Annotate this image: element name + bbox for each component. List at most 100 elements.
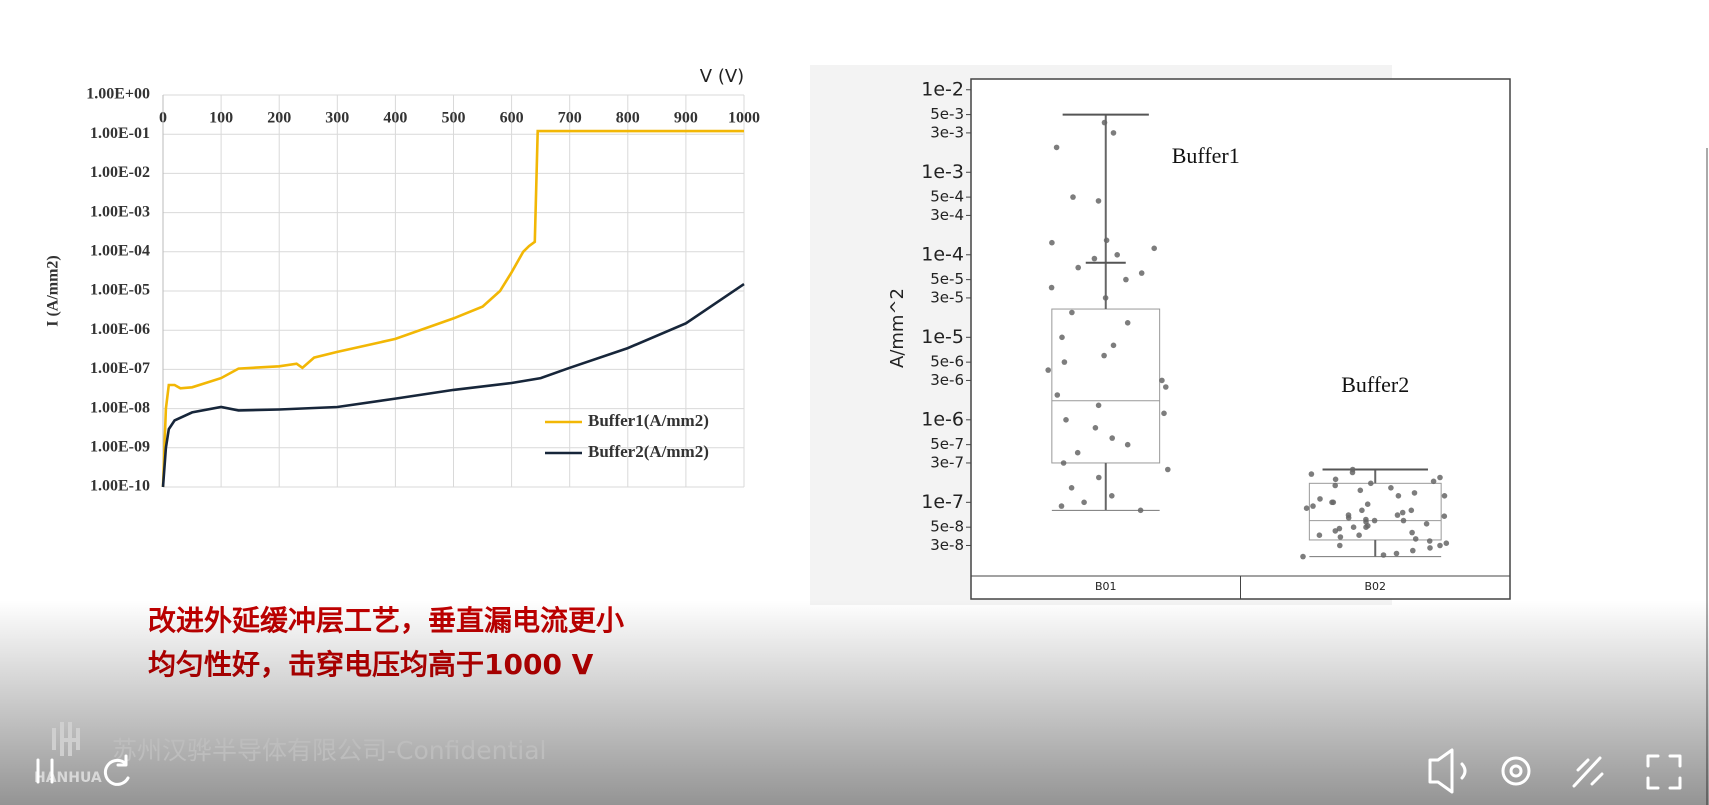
data-point <box>1075 264 1081 271</box>
settings-button[interactable] <box>1501 756 1531 786</box>
data-point <box>1061 359 1068 365</box>
x-tick-label: 900 <box>674 110 698 127</box>
legend-label: Buffer2(A/mm2) <box>588 442 709 461</box>
y-tick-label: 1e-3 <box>921 161 964 183</box>
data-point <box>1308 471 1315 477</box>
legend-label: Buffer1(A/mm2) <box>588 411 709 430</box>
data-point <box>1165 466 1171 473</box>
data-point <box>1137 507 1144 514</box>
data-point <box>1368 480 1374 487</box>
data-point <box>1371 517 1378 524</box>
fullscreen-button[interactable] <box>1646 754 1682 790</box>
data-point <box>1063 417 1069 423</box>
data-point <box>1394 512 1401 518</box>
y-tick-label: 1.00E+00 <box>86 86 150 103</box>
x-tick-label: 1000 <box>728 110 760 127</box>
y-tick-label: 5e-4 <box>930 188 964 206</box>
y-tick-label: 3e-6 <box>930 371 964 389</box>
group-annotation: Buffer1 <box>1172 143 1240 168</box>
data-point <box>1159 377 1165 384</box>
data-point <box>1114 252 1120 258</box>
data-point <box>1300 553 1306 560</box>
data-point <box>1054 392 1061 398</box>
data-point <box>1411 490 1418 496</box>
data-point <box>1393 550 1400 557</box>
y-tick-label: 3e-8 <box>930 536 964 554</box>
data-point <box>1110 130 1117 136</box>
series-line <box>161 283 745 488</box>
y-tick-label: 1.00E-08 <box>90 399 150 416</box>
y-tick-label: 1.00E-04 <box>90 242 150 259</box>
data-point <box>1058 503 1065 509</box>
y-tick-label: 3e-7 <box>930 453 964 471</box>
group-annotation: Buffer2 <box>1341 372 1409 397</box>
data-point <box>1101 119 1108 126</box>
series-line <box>161 129 744 488</box>
data-point <box>1380 552 1387 558</box>
y-tick-label: 1.00E-01 <box>90 125 150 142</box>
controls-shade <box>0 600 1709 805</box>
data-point <box>1049 239 1055 246</box>
data-point <box>1053 144 1060 151</box>
y-tick-label: 1.00E-03 <box>90 203 150 220</box>
data-point <box>1332 528 1339 534</box>
data-point <box>1102 295 1109 301</box>
data-point <box>1123 276 1129 283</box>
data-point <box>1412 536 1419 542</box>
data-point <box>1332 476 1339 483</box>
data-point <box>1441 493 1448 499</box>
y-tick-label: 1.00E-10 <box>90 478 150 495</box>
data-point <box>1349 469 1356 476</box>
data-point <box>1310 503 1316 509</box>
logo-text: HANHUA <box>34 770 102 786</box>
data-point <box>1138 270 1145 276</box>
data-point <box>1045 367 1051 373</box>
data-point <box>1317 496 1323 502</box>
pause-button[interactable] <box>36 758 54 784</box>
data-point <box>1337 534 1344 540</box>
data-point <box>1357 487 1364 494</box>
data-point <box>1101 352 1107 359</box>
y-tick-label: 5e-5 <box>930 270 964 288</box>
x-axis-label: V (V) <box>700 66 744 87</box>
data-point <box>1441 513 1448 519</box>
replay-button[interactable] <box>103 754 130 786</box>
data-point <box>1095 198 1102 204</box>
data-point <box>1124 441 1131 448</box>
data-point <box>1092 425 1099 431</box>
data-point <box>1103 237 1110 244</box>
data-point <box>1096 474 1102 481</box>
data-point <box>1109 493 1115 499</box>
data-point <box>1070 194 1076 200</box>
data-point <box>1109 435 1115 441</box>
volume-button[interactable] <box>1428 748 1467 794</box>
data-point <box>1081 499 1087 506</box>
x-tick-label: 300 <box>325 110 349 127</box>
data-point <box>1329 499 1335 506</box>
data-point <box>1430 478 1437 485</box>
x-tick-label: 400 <box>383 110 407 127</box>
data-point <box>1337 542 1343 549</box>
data-point <box>1095 402 1102 409</box>
data-point <box>1426 538 1433 544</box>
data-point <box>1124 320 1131 326</box>
y-tick-label: 1.00E-02 <box>90 164 150 181</box>
data-point <box>1400 517 1407 524</box>
data-point <box>1316 532 1323 538</box>
y-tick-label: 1e-6 <box>921 408 964 430</box>
x-tick-label: 100 <box>209 110 233 127</box>
data-point <box>1303 505 1310 512</box>
data-point <box>1409 529 1415 536</box>
data-point <box>1161 410 1167 417</box>
y-tick-label: 1.00E-09 <box>90 438 150 455</box>
data-point <box>1437 542 1443 549</box>
data-point <box>1151 245 1157 252</box>
draw-button[interactable] <box>1572 756 1604 788</box>
data-point <box>1332 482 1338 489</box>
data-point <box>1423 521 1430 527</box>
y-tick-label: 1.00E-05 <box>90 282 150 299</box>
y-tick-label: 3e-4 <box>930 206 964 224</box>
plots: 010020030040050060070080090010001.00E+00… <box>45 66 1511 600</box>
y-axis-label: A/mm^2 <box>887 288 908 368</box>
